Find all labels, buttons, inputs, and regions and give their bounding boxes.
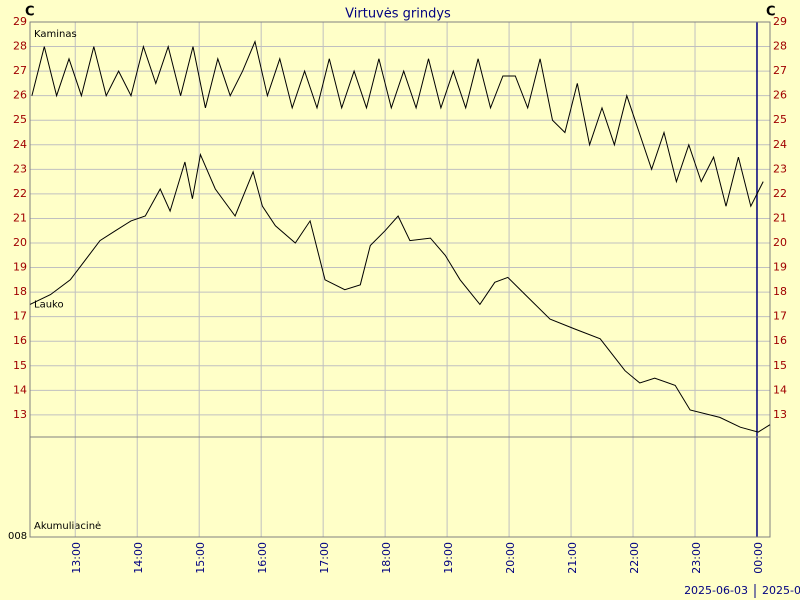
y-tick-label: 18 (13, 285, 27, 298)
y-tick-label: 13 (13, 408, 27, 421)
y-tick-label: 29 (773, 15, 787, 28)
y-tick-label: 15 (773, 359, 787, 372)
series-label: Kaminas (34, 29, 77, 40)
y-tick-label: 29 (13, 15, 27, 28)
y-tick-label: 19 (13, 261, 27, 274)
y-tick-label: 16 (13, 334, 27, 347)
y-tick-label: 13 (773, 408, 787, 421)
y-tick-label: 17 (773, 310, 787, 323)
series-label: Lauko (34, 299, 64, 310)
y-tick-label: 23 (13, 162, 27, 175)
y-tick-label: 15 (13, 359, 27, 372)
y-tick-label: 28 (773, 40, 787, 53)
y-tick-label: 22 (773, 187, 787, 200)
x-tick-label: 16:00 (256, 542, 269, 574)
lower-panel-value: 008 (8, 531, 27, 542)
y-tick-label: 18 (773, 285, 787, 298)
x-tick-label: 13:00 (70, 542, 83, 574)
x-tick-label: 17:00 (318, 542, 331, 574)
y-tick-label: 26 (773, 89, 787, 102)
y-tick-label: 24 (13, 138, 27, 151)
date-label: 2025-0 (762, 584, 800, 597)
series-line (29, 152, 771, 433)
y-unit-left: C (25, 5, 35, 20)
x-tick-label: 21:00 (566, 542, 579, 574)
x-tick-label: 20:00 (504, 542, 517, 574)
lower-panel-label: Akumuliacinė (34, 521, 101, 532)
x-tick-label: 23:00 (690, 542, 703, 574)
series-line (31, 39, 764, 208)
y-tick-label: 19 (773, 261, 787, 274)
y-tick-label: 14 (773, 383, 787, 396)
y-tick-label: 21 (773, 211, 787, 224)
y-tick-label: 17 (13, 310, 27, 323)
y-unit-right: C (766, 5, 776, 20)
plot-frame (29, 21, 771, 538)
y-tick-label: 16 (773, 334, 787, 347)
x-tick-label: 22:00 (628, 542, 641, 574)
y-tick-label: 23 (773, 162, 787, 175)
x-tick-label: 00:00 (752, 542, 765, 574)
y-tick-label: 28 (13, 40, 27, 53)
x-tick-label: 14:00 (132, 542, 145, 574)
y-tick-label: 21 (13, 211, 27, 224)
y-tick-label: 22 (13, 187, 27, 200)
y-tick-label: 25 (13, 113, 27, 126)
y-tick-label: 20 (13, 236, 27, 249)
y-tick-label: 27 (13, 64, 27, 77)
y-tick-label: 14 (13, 383, 27, 396)
x-tick-label: 15:00 (194, 542, 207, 574)
y-tick-label: 26 (13, 89, 27, 102)
y-tick-label: 24 (773, 138, 787, 151)
x-tick-label: 19:00 (442, 542, 455, 574)
date-label: 2025-06-03 (684, 584, 748, 597)
y-tick-label: 27 (773, 64, 787, 77)
y-tick-label: 25 (773, 113, 787, 126)
y-tick-label: 20 (773, 236, 787, 249)
x-tick-label: 18:00 (380, 542, 393, 574)
chart-title: Virtuvės grindys (345, 7, 451, 22)
